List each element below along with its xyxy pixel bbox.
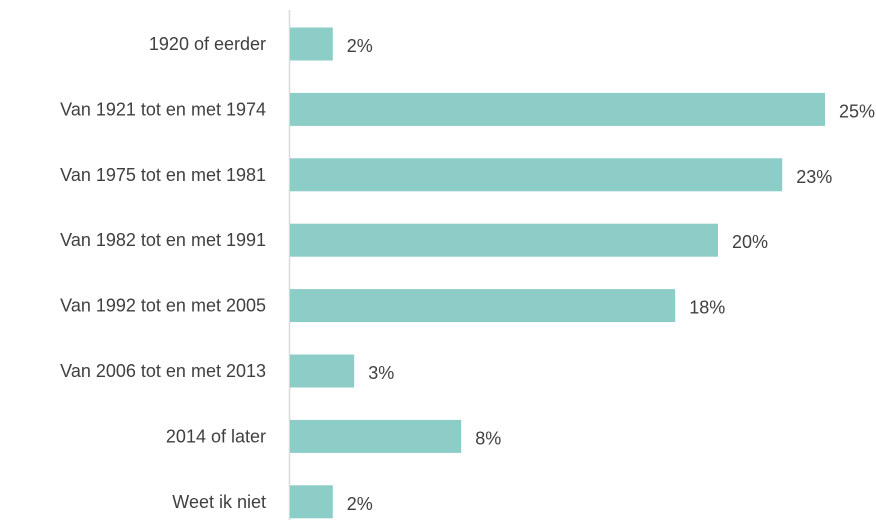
bar (290, 485, 333, 519)
category-label: Van 1992 tot en met 2005 (60, 296, 266, 316)
data-label: 2% (347, 36, 373, 56)
data-label: 25% (839, 101, 875, 121)
bar (290, 223, 718, 257)
data-label: 2% (347, 494, 373, 514)
data-label: 18% (689, 298, 725, 318)
bars-layer (290, 27, 825, 519)
category-label: Weet ik niet (172, 492, 266, 512)
data-label: 20% (732, 232, 768, 252)
category-label: 2014 of later (166, 426, 266, 446)
data-label: 23% (796, 167, 832, 187)
category-label: 1920 of eerder (149, 34, 266, 54)
bar (290, 354, 355, 388)
data-label: 3% (368, 363, 394, 383)
category-label: Van 2006 tot en met 2013 (60, 361, 266, 381)
category-label: Van 1982 tot en met 1991 (60, 230, 266, 250)
bar (290, 27, 333, 61)
data-label: 8% (475, 428, 501, 448)
bar (290, 158, 783, 192)
category-label: Van 1921 tot en met 1974 (60, 99, 266, 119)
bar (290, 92, 825, 126)
bar (290, 289, 676, 323)
labels-layer: 1920 of eerder 2% Van 1921 tot en met 1974… (60, 34, 875, 514)
category-label: Van 1975 tot en met 1981 (60, 165, 266, 185)
bar (290, 419, 462, 453)
